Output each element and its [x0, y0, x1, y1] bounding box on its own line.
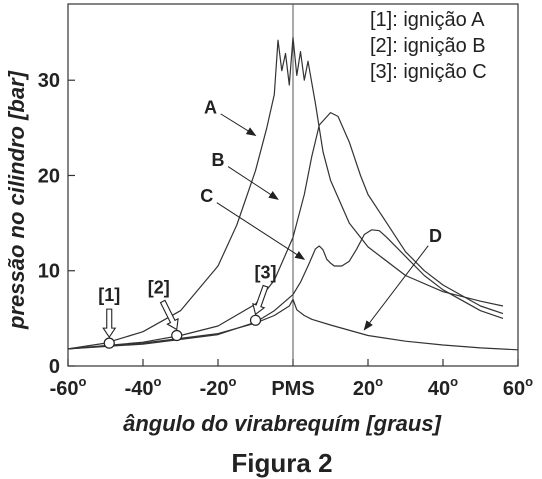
degree-symbol: o	[450, 374, 458, 389]
degree-symbol: o	[375, 374, 383, 389]
curve-label-b: B	[212, 150, 225, 170]
degree-symbol: o	[525, 374, 533, 389]
ignition-arrow-1	[102, 308, 117, 339]
hollow-arrow	[159, 299, 179, 331]
curve-label-arrow	[220, 113, 257, 136]
legend-entry-2: [2]: ignição B	[370, 35, 486, 57]
x-tick-label: 20o	[353, 374, 383, 400]
ignition-label-2: [2]	[148, 278, 170, 298]
curve-label-arrow	[227, 166, 279, 200]
curve-b	[67, 112, 504, 350]
y-tick-label: 30	[38, 70, 60, 92]
curve-c	[67, 229, 504, 350]
y-tick-label: 10	[38, 261, 60, 283]
hollow-arrow	[102, 308, 117, 339]
x-axis-label: ângulo do virabrequím [graus]	[123, 411, 441, 436]
curve-label-a: A	[204, 98, 217, 118]
x-tick-label: -20o	[200, 374, 237, 400]
ignition-label-3: [3]	[255, 262, 277, 282]
legend: [1]: ignição A [2]: ignição B [3]: ignição…	[370, 9, 487, 83]
degree-symbol: o	[78, 374, 86, 389]
y-tick-label: 0	[49, 356, 60, 378]
figure-caption: Figura 2	[231, 448, 332, 478]
x-tick-label: 60o	[503, 374, 533, 400]
curve-labels: A BC D	[200, 98, 442, 331]
ignition-arrow-2	[159, 299, 179, 331]
ignition-markers: [1] [2] [3]	[98, 262, 277, 349]
y-axis-label: pressão no cilindro [bar]	[4, 70, 29, 330]
ignition-label-1: [1]	[98, 285, 120, 305]
curve-a	[67, 36, 504, 350]
degree-symbol: o	[228, 374, 236, 389]
curve-label-arrow	[216, 202, 306, 260]
ignition-point-1	[103, 337, 115, 349]
curve-label-c: C	[200, 186, 213, 206]
y-tick-label: 20	[38, 165, 60, 187]
ignition-point-2	[171, 329, 183, 342]
x-tick-label: 40o	[428, 374, 458, 400]
legend-entry-3: [3]: ignição C	[370, 61, 487, 83]
hollow-arrow	[252, 284, 269, 316]
ignition-arrow-3	[252, 284, 269, 316]
curve-label-arrow	[363, 245, 429, 331]
curves	[67, 36, 519, 351]
curve-d	[67, 298, 519, 351]
ignition-point-3	[249, 314, 262, 326]
x-tick-label: -40o	[125, 374, 162, 400]
curve-label-d: D	[429, 226, 442, 246]
legend-entry-1: [1]: ignição A	[370, 9, 485, 31]
x-tick-label: PMS	[271, 378, 314, 400]
degree-symbol: o	[153, 374, 161, 389]
